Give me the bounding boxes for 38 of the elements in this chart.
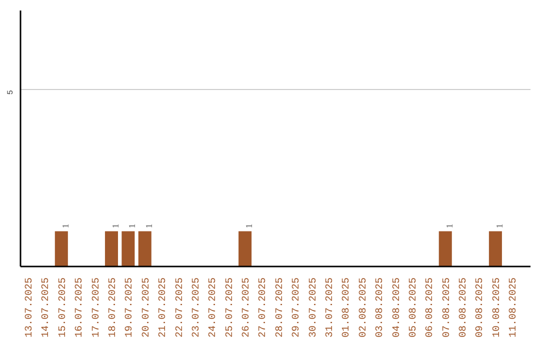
x-tick-label: 22.07.2025 — [174, 277, 186, 338]
x-tick-label: 25.07.2025 — [224, 277, 236, 338]
x-tick-label: 14.07.2025 — [41, 277, 52, 338]
x-tick-label: 18.07.2025 — [108, 277, 119, 338]
x-tick-label: 10.08.2025 — [492, 277, 503, 338]
x-tick-label: 20.07.2025 — [141, 277, 152, 338]
data-label: 1 — [494, 224, 504, 228]
x-tick-label: 04.08.2025 — [392, 277, 403, 338]
x-tick-label: 26.07.2025 — [242, 277, 253, 338]
x-tick-label: 31.07.2025 — [325, 277, 336, 338]
x-tick-label: 29.07.2025 — [292, 277, 303, 338]
x-tick-label: 27.07.2025 — [258, 277, 270, 338]
x-tick-label: 09.08.2025 — [475, 277, 486, 338]
x-tick-label: 21.07.2025 — [158, 277, 170, 338]
x-tick-label: 06.08.2025 — [425, 277, 436, 338]
data-label: 1 — [144, 224, 154, 228]
data-label: 1 — [244, 224, 254, 228]
x-tick-label: 16.07.2025 — [74, 277, 86, 338]
x-tick-label: 15.07.2025 — [58, 277, 69, 338]
x-tick-label: 11.08.2025 — [508, 277, 520, 338]
x-tick-label: 07.08.2025 — [442, 277, 453, 338]
x-tick-label: 24.07.2025 — [208, 277, 220, 338]
x-tick-label: 23.07.2025 — [191, 277, 202, 338]
x-tick-label: 08.08.2025 — [458, 277, 470, 338]
x-tick-label: 28.07.2025 — [274, 277, 286, 338]
x-tick-label: 03.08.2025 — [375, 277, 386, 338]
data-label: 1 — [127, 224, 138, 228]
x-tick-label: 19.07.2025 — [124, 277, 136, 338]
x-tick-label: 30.07.2025 — [308, 277, 320, 338]
x-tick-label: 05.08.2025 — [408, 277, 420, 338]
data-label: 1 — [110, 224, 120, 228]
x-tick-label: 01.08.2025 — [342, 277, 353, 338]
x-tick-label: 02.08.2025 — [358, 277, 370, 338]
y-tick-label: 5 — [6, 90, 16, 95]
data-label: 1 — [60, 224, 70, 228]
x-tick-label: 13.07.2025 — [24, 277, 36, 338]
x-tick-label: 17.07.2025 — [91, 277, 102, 338]
data-label: 1 — [444, 224, 454, 228]
